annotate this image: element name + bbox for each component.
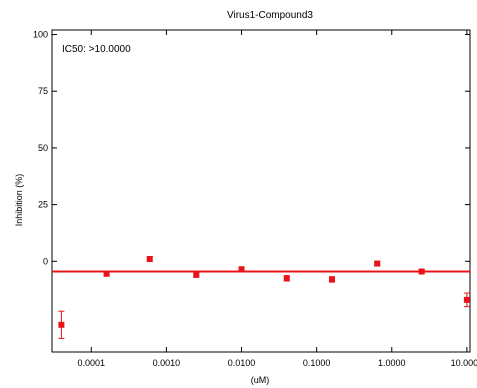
y-axis-label: Inhibition (%) <box>14 174 24 227</box>
ic50-annotation: IC50: >10.0000 <box>62 44 131 55</box>
x-tick-label: 10.0000 <box>451 358 477 368</box>
data-point <box>146 256 153 263</box>
data-point <box>193 271 200 278</box>
data-point <box>238 266 245 273</box>
data-point <box>58 321 65 328</box>
y-tick-label: 0 <box>43 256 48 266</box>
x-tick-label: 0.0001 <box>78 358 106 368</box>
x-axis: 0.0001 0.0010 0.0100 0.1000 1.0000 10.0000 <box>78 30 477 368</box>
x-tick-label: 0.0100 <box>228 358 256 368</box>
x-tick-label: 0.0010 <box>153 358 181 368</box>
y-tick-label: 25 <box>38 200 48 210</box>
data-point <box>328 276 335 283</box>
chart-title: Virus1-Compound3 <box>227 10 313 21</box>
y-axis: 0 25 50 75 100 <box>33 30 470 266</box>
data-point <box>374 260 381 267</box>
data-point <box>103 270 110 277</box>
x-tick-label: 1.0000 <box>378 358 406 368</box>
y-tick-label: 50 <box>38 143 48 153</box>
plot-area <box>51 29 471 353</box>
x-axis-label: (uM) <box>251 375 270 385</box>
y-tick-label: 75 <box>38 86 48 96</box>
x-tick-label: 0.1000 <box>303 358 331 368</box>
data-point <box>463 296 470 303</box>
data-point <box>418 268 425 275</box>
data-points <box>58 256 470 339</box>
y-tick-label: 100 <box>33 30 48 40</box>
data-point <box>283 275 290 282</box>
